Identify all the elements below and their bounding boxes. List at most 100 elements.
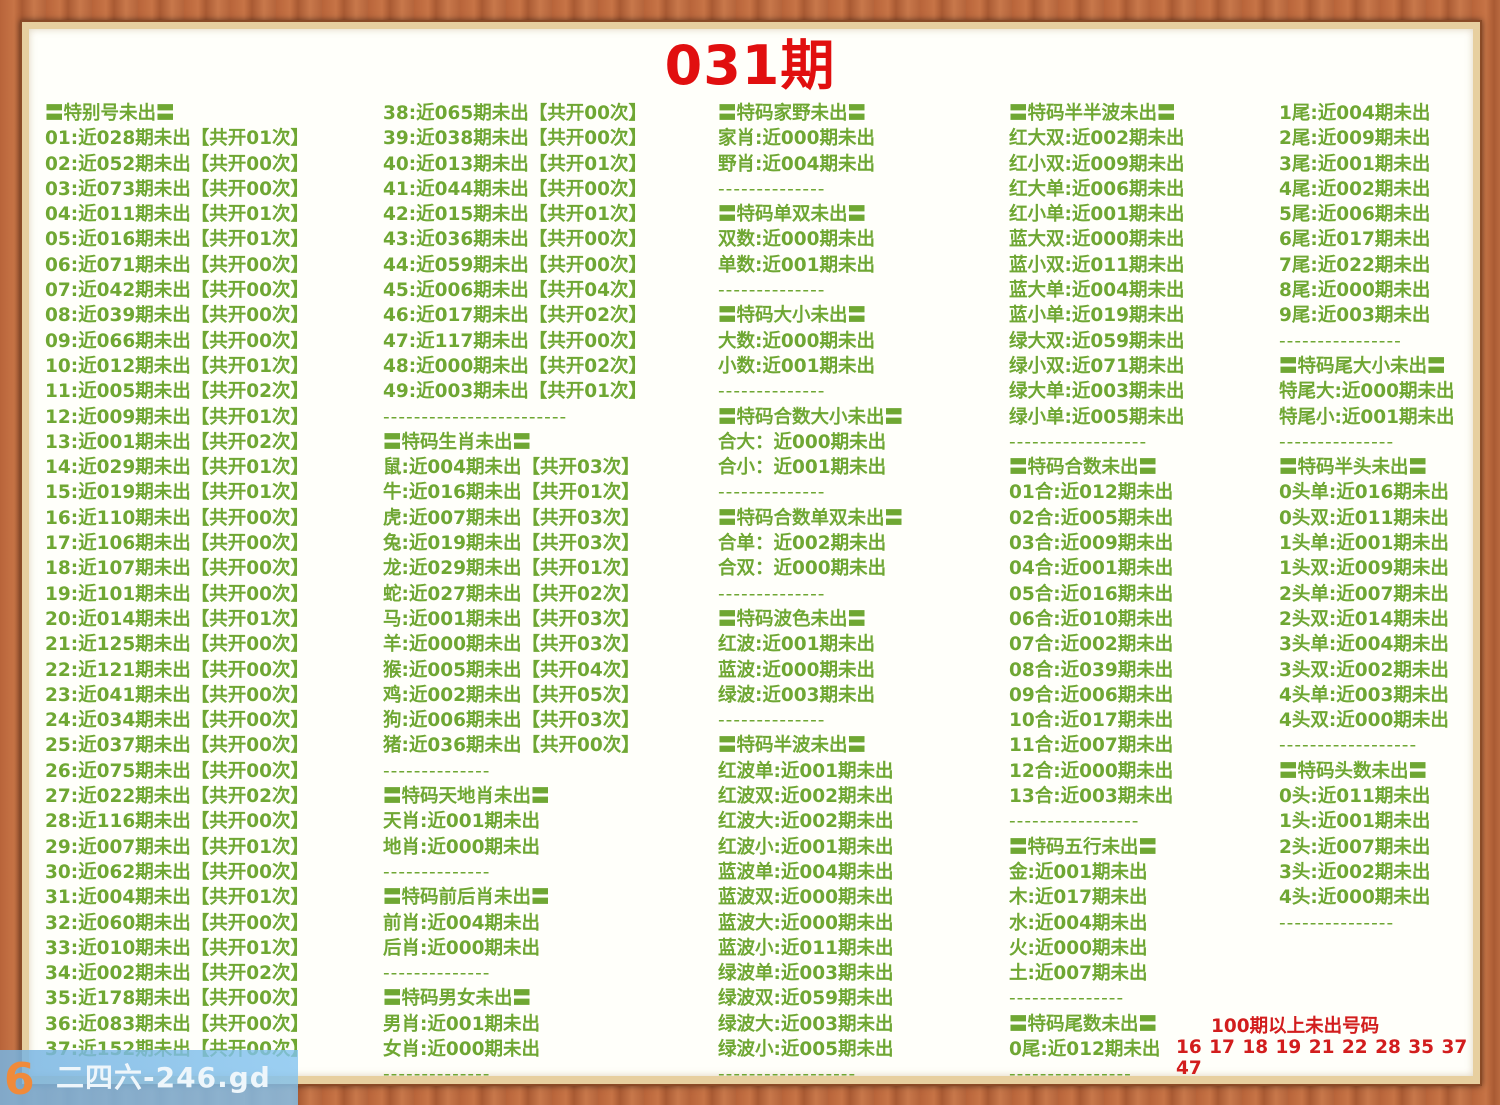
list-item: 47:近117期未出【共开00次】 <box>383 330 648 352</box>
section-header: 〓特码家野未出〓 <box>718 103 867 124</box>
list-item: 马:近001期未出【共开03次】 <box>383 608 640 630</box>
list-item: 蓝波小:近011期未出 <box>718 937 894 959</box>
divider: --------------- <box>1009 988 1125 1010</box>
section-header: 〓特码生肖未出〓 <box>383 431 532 453</box>
list-item: 31:近004期未出【共开01次】 <box>45 887 310 909</box>
list-item: 双数:近000期未出 <box>718 229 876 251</box>
list-item: 4尾:近002期未出 <box>1279 178 1431 200</box>
list-item: 绿波双:近059期未出 <box>718 988 894 1010</box>
divider: -------------- <box>718 710 826 732</box>
list-item: 红小单:近001期未出 <box>1009 204 1185 226</box>
list-item: 6尾:近017期未出 <box>1279 229 1431 251</box>
section-header: 〓特码五行未出〓 <box>1009 836 1158 858</box>
divider: -------------- <box>383 760 491 782</box>
list-item: 22:近121期未出【共开00次】 <box>45 659 310 681</box>
list-item: 0头单:近016期未出 <box>1279 482 1449 504</box>
list-item: 红大单:近006期未出 <box>1009 178 1185 200</box>
column-1: 〓特别号未出〓 01:近028期未出【共开01次】 02:近052期未出【共开00次… <box>45 101 309 1062</box>
list-item: 05:近016期未出【共开01次】 <box>45 229 310 251</box>
list-item: 3头双:近002期未出 <box>1279 659 1449 681</box>
list-item: 44:近059期未出【共开00次】 <box>383 254 648 276</box>
list-item: 1头:近001期未出 <box>1279 811 1431 833</box>
list-item: 5尾:近006期未出 <box>1279 204 1431 226</box>
list-item: 16:近110期未出【共开00次】 <box>45 507 310 529</box>
section-header: 〓特码合数未出〓 <box>1009 457 1158 479</box>
section-header: 〓特别号未出〓 <box>45 103 175 124</box>
list-item: 鼠:近004期未出【共开03次】 <box>383 457 640 479</box>
page-title: 031期 <box>664 34 836 97</box>
list-item: 05合:近016期未出 <box>1009 583 1174 605</box>
section-header: 〓特码男女未出〓 <box>383 988 532 1010</box>
list-item: 03:近073期未出【共开00次】 <box>45 178 310 200</box>
divider: -------------- <box>383 861 491 883</box>
list-item: 9尾:近003期未出 <box>1279 305 1431 327</box>
list-item: 蓝大双:近000期未出 <box>1009 229 1185 251</box>
list-item: 红波双:近002期未出 <box>718 786 894 808</box>
list-item: 2头单:近007期未出 <box>1279 583 1449 605</box>
list-item: 3头:近002期未出 <box>1279 861 1431 883</box>
list-item: 火:近000期未出 <box>1009 937 1148 959</box>
list-item: 绿波大:近003期未出 <box>718 1013 894 1035</box>
list-item: 03合:近009期未出 <box>1009 533 1174 555</box>
divider: -------------- <box>718 482 826 504</box>
section-header: 〓特码半头未出〓 <box>1279 457 1428 479</box>
section-header: 〓特码尾数未出〓 <box>1009 1013 1158 1035</box>
list-item: 02:近052期未出【共开00次】 <box>45 153 310 175</box>
divider: -------------- <box>383 1064 491 1086</box>
list-item: 33:近010期未出【共开01次】 <box>45 937 310 959</box>
list-item: 25:近037期未出【共开00次】 <box>45 735 310 757</box>
list-item: 前肖:近004期未出 <box>383 912 541 934</box>
list-item: 单数:近001期未出 <box>718 254 876 276</box>
list-item: 09合:近006期未出 <box>1009 684 1174 706</box>
list-item: 07:近042期未出【共开00次】 <box>45 280 310 302</box>
list-item: 牛:近016期未出【共开01次】 <box>383 482 640 504</box>
list-item: 野肖:近004期未出 <box>718 153 876 175</box>
list-item: 红大双:近002期未出 <box>1009 128 1185 150</box>
list-item: 绿小单:近005期未出 <box>1009 406 1185 428</box>
list-item: 12:近009期未出【共开01次】 <box>45 406 310 428</box>
list-item: 30:近062期未出【共开00次】 <box>45 861 310 883</box>
list-item: 04合:近001期未出 <box>1009 558 1174 580</box>
list-item: 29:近007期未出【共开01次】 <box>45 836 310 858</box>
list-item: 3尾:近001期未出 <box>1279 153 1431 175</box>
section-header: 〓特码合数单双未出〓 <box>718 507 904 529</box>
list-item: 绿波单:近003期未出 <box>718 963 894 985</box>
list-item: 4头:近000期未出 <box>1279 887 1431 909</box>
list-item: 合单：近002期未出 <box>718 533 887 555</box>
watermark-text: 二四六-246.gd <box>56 1061 271 1094</box>
column-3: 〓特码家野未出〓 家肖:近000期未出 野肖:近004期未出 ------------… <box>718 101 903 1088</box>
list-item: 虎:近007期未出【共开03次】 <box>383 507 640 529</box>
list-item: 大数:近000期未出 <box>718 330 876 352</box>
list-item: 43:近036期未出【共开00次】 <box>383 229 648 251</box>
list-item: 土:近007期未出 <box>1009 963 1148 985</box>
long-missing-numbers: 16 17 18 19 21 22 28 35 37 47 <box>1176 1037 1468 1079</box>
list-item: 32:近060期未出【共开00次】 <box>45 912 310 934</box>
list-item: 特尾小:近001期未出 <box>1279 406 1455 428</box>
list-item: 1尾:近004期未出 <box>1279 103 1431 124</box>
list-item: 红波:近001期未出 <box>718 634 876 656</box>
list-item: 13合:近003期未出 <box>1009 786 1174 808</box>
list-item: 28:近116期未出【共开00次】 <box>45 811 310 833</box>
section-header: 〓特码头数未出〓 <box>1279 760 1428 782</box>
list-item: 天肖:近001期未出 <box>383 811 541 833</box>
divider: -------------- <box>718 583 826 605</box>
list-item: 39:近038期未出【共开00次】 <box>383 128 648 150</box>
divider: ------------------ <box>718 1064 857 1086</box>
column-2: 38:近065期未出【共开00次】 39:近038期未出【共开00次】 40:近01… <box>383 101 647 1088</box>
list-item: 19:近101期未出【共开00次】 <box>45 583 310 605</box>
list-item: 蓝波单:近004期未出 <box>718 861 894 883</box>
list-item: 特尾大:近000期未出 <box>1279 381 1455 403</box>
list-item: 红小双:近009期未出 <box>1009 153 1185 175</box>
list-item: 08:近039期未出【共开00次】 <box>45 305 310 327</box>
column-4: 〓特码半半波未出〓 红大双:近002期未出 红小双:近009期未出 红大单:近006期… <box>1009 101 1185 1088</box>
divider: ---------------- <box>1009 1064 1132 1086</box>
list-item: 蓝小双:近011期未出 <box>1009 254 1185 276</box>
list-item: 09:近066期未出【共开00次】 <box>45 330 310 352</box>
list-item: 11:近005期未出【共开02次】 <box>45 381 310 403</box>
list-item: 蓝波双:近000期未出 <box>718 887 894 909</box>
column-5: 1尾:近004期未出 2尾:近009期未出 3尾:近001期未出 4尾:近002期未出… <box>1279 101 1455 936</box>
section-header: 〓特码前后肖未出〓 <box>383 887 550 909</box>
list-item: 13:近001期未出【共开02次】 <box>45 431 310 453</box>
list-item: 绿波小:近005期未出 <box>718 1038 894 1060</box>
divider: -------------- <box>718 280 826 302</box>
